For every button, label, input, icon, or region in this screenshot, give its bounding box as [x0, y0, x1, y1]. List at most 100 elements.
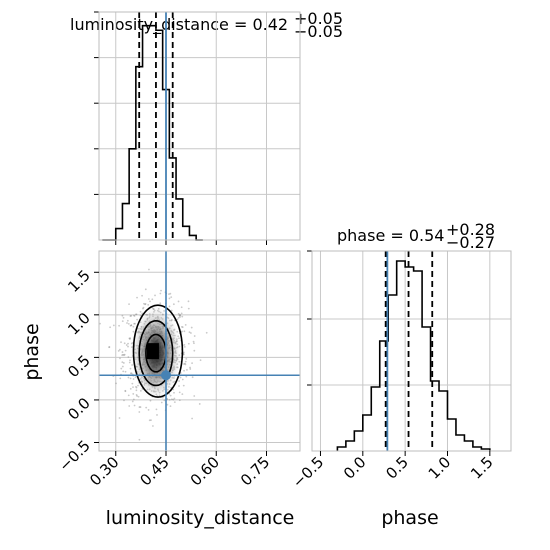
sample-point	[129, 377, 132, 380]
sample-point	[130, 372, 133, 375]
sample-point	[181, 326, 184, 329]
sample-point	[181, 393, 184, 396]
sample-point	[184, 362, 186, 365]
phase-xtick-label: 0.5	[382, 453, 412, 483]
sample-point	[193, 395, 196, 397]
sample-point	[141, 294, 143, 297]
sample-point	[108, 346, 111, 349]
sample-point	[151, 298, 154, 301]
joint-xtick-label: 0.30	[86, 453, 122, 489]
sample-point	[132, 386, 134, 389]
sample-point	[179, 313, 182, 316]
sample-point	[121, 354, 124, 357]
sample-point	[159, 292, 162, 295]
sample-point	[127, 342, 129, 345]
sample-point	[178, 391, 181, 394]
sample-point	[189, 368, 192, 370]
sample-point	[119, 377, 122, 380]
luminosity-distance-histogram-panel	[94, 11, 301, 245]
sample-point	[151, 425, 154, 427]
phase-histogram-panel: −0.5 0.0 0.5 1.0 1.5	[289, 250, 512, 492]
joint-frame	[98, 250, 301, 452]
sample-point	[132, 398, 135, 401]
luminosity-distance-title-plus: +0.05	[294, 9, 343, 28]
sample-point	[178, 385, 180, 387]
sample-point	[184, 323, 187, 326]
sample-point	[144, 303, 146, 306]
sample-point	[156, 414, 158, 416]
sample-point	[173, 397, 176, 400]
sample-point	[179, 316, 181, 318]
sample-point	[177, 316, 180, 319]
sample-point	[181, 330, 183, 333]
sample-point	[190, 326, 193, 329]
sample-point	[147, 298, 150, 300]
sample-point	[118, 417, 121, 419]
sample-point	[131, 400, 134, 403]
phase-xtick-label: 1.5	[467, 453, 497, 483]
sample-point	[173, 391, 175, 394]
sample-point	[129, 324, 132, 327]
joint-ytick-label: 1.0	[64, 309, 94, 339]
joint-ytick-label: 0.5	[64, 351, 94, 381]
sample-point	[126, 322, 128, 324]
phase-frame	[311, 250, 512, 452]
sample-point	[142, 306, 145, 309]
sample-point	[182, 353, 185, 356]
contour-outer	[132, 304, 184, 398]
sample-point	[184, 363, 187, 366]
sample-point	[187, 300, 190, 303]
phase-title-minus: −0.27	[446, 233, 495, 252]
sample-point	[120, 341, 122, 344]
sample-point	[120, 367, 123, 370]
sample-point	[122, 370, 125, 373]
sample-point	[182, 351, 185, 354]
phase-title-plus: +0.28	[446, 220, 495, 239]
sample-point	[188, 331, 191, 334]
y-axis-label-phase: phase	[21, 323, 43, 380]
sample-point	[187, 307, 190, 310]
sample-point	[143, 302, 145, 305]
sample-point	[180, 325, 183, 328]
sample-point	[135, 385, 137, 388]
density-peak	[146, 343, 159, 360]
sample-point	[181, 315, 184, 318]
joint-ytick-label: 1.5	[64, 266, 94, 296]
sample-point	[178, 380, 180, 382]
sample-point	[183, 369, 185, 372]
sample-point	[193, 342, 195, 345]
sample-point	[136, 318, 139, 321]
sample-point	[159, 302, 162, 305]
sample-point	[109, 326, 112, 329]
sample-point	[193, 349, 196, 352]
sample-point	[199, 359, 202, 362]
sample-point	[168, 398, 171, 401]
joint-xtick-label: 0.75	[237, 453, 273, 489]
sample-point	[187, 342, 190, 345]
sample-point	[160, 401, 163, 404]
sample-point	[135, 313, 138, 316]
sample-point	[142, 307, 144, 310]
sample-point	[181, 378, 184, 381]
sample-point	[129, 315, 132, 317]
sample-point	[132, 325, 135, 328]
sample-point	[123, 353, 126, 356]
sample-point	[128, 303, 130, 305]
sample-point	[137, 395, 140, 398]
sample-point	[180, 312, 183, 315]
phase-xtick-label: 0.0	[340, 453, 370, 483]
sample-point	[178, 314, 181, 316]
joint-ytick-label: −0.5	[55, 437, 93, 475]
sample-point	[170, 309, 173, 312]
sample-point	[128, 361, 131, 364]
sample-point	[205, 331, 208, 334]
sample-point	[127, 322, 130, 325]
sample-point	[121, 351, 124, 353]
sample-point	[193, 335, 196, 337]
sample-point	[129, 338, 131, 340]
sample-point	[126, 319, 129, 322]
sample-point	[150, 419, 152, 422]
sample-point	[192, 340, 195, 343]
sample-point	[191, 417, 194, 420]
sample-point	[127, 345, 129, 348]
